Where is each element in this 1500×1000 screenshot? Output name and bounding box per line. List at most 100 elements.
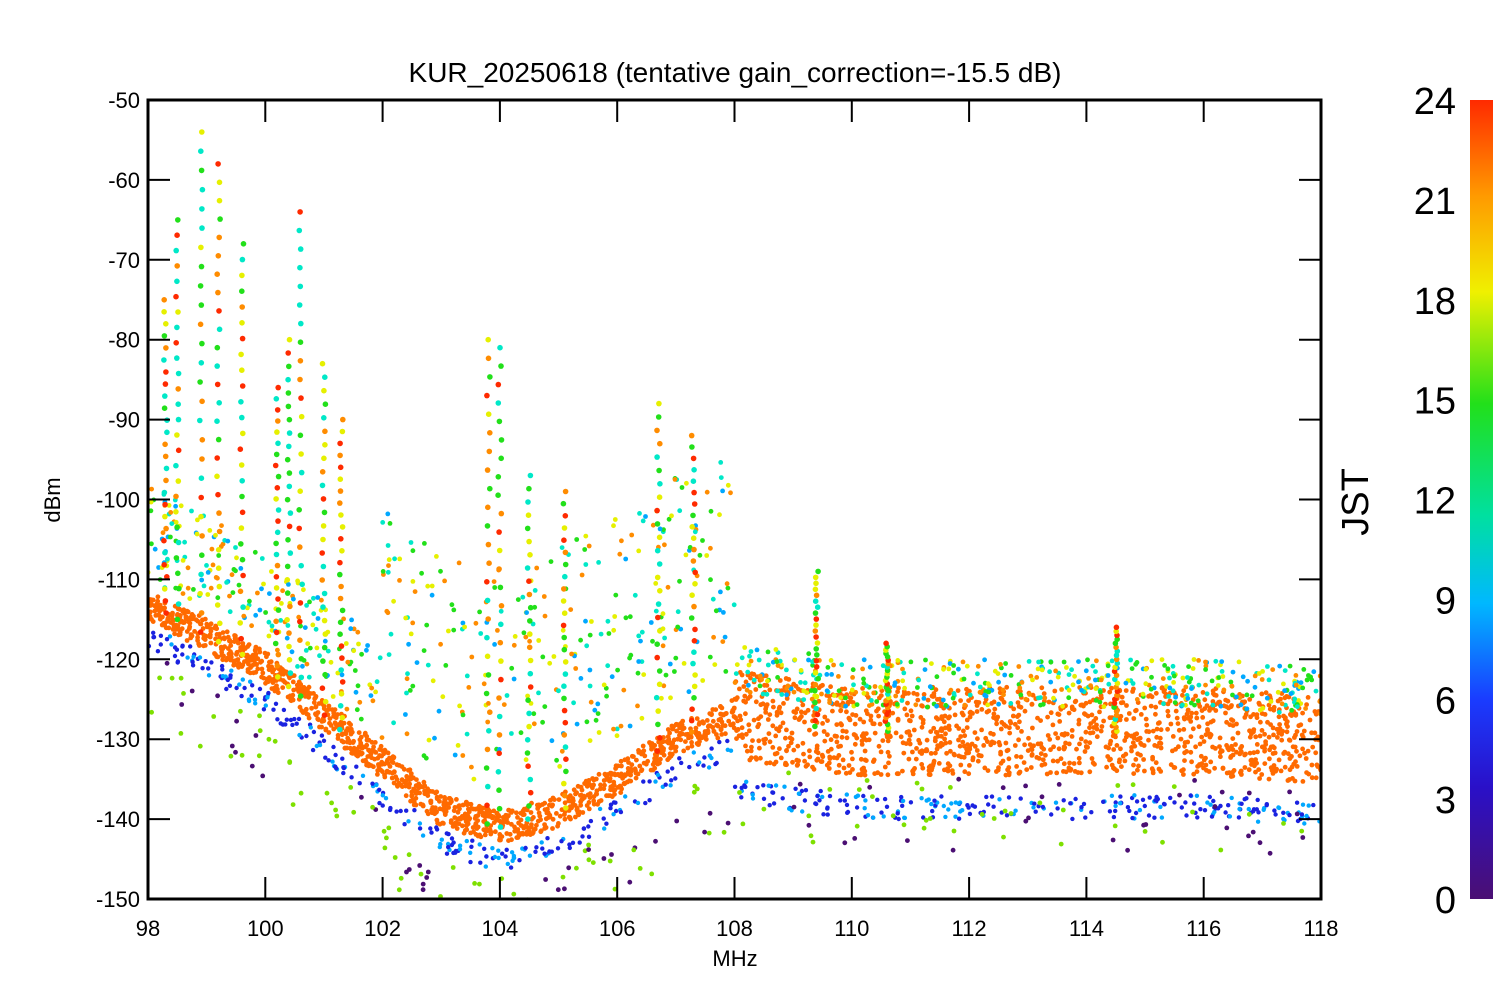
data-point: [608, 802, 614, 807]
data-point: [1133, 757, 1139, 762]
data-point: [450, 865, 456, 870]
data-point: [351, 809, 357, 815]
data-point: [518, 823, 524, 828]
data-point: [1150, 756, 1155, 762]
data-point: [595, 701, 601, 707]
data-point: [321, 718, 327, 724]
data-point: [550, 826, 555, 831]
data-point: [1198, 807, 1203, 812]
data-point: [677, 508, 683, 514]
data-point: [337, 631, 343, 637]
data-point: [380, 803, 385, 808]
data-point: [214, 271, 220, 278]
data-point: [1159, 685, 1165, 691]
data-point: [239, 320, 245, 326]
data-point: [947, 714, 952, 720]
data-point: [637, 511, 642, 516]
data-point: [605, 772, 610, 777]
data-point: [598, 782, 603, 788]
data-point: [892, 680, 898, 686]
data-point: [1130, 689, 1135, 694]
data-point: [577, 809, 582, 815]
data-point: [665, 757, 671, 763]
data-point: [904, 712, 910, 718]
data-point: [1168, 762, 1174, 768]
data-point: [525, 512, 532, 518]
data-point: [163, 610, 169, 616]
data-point: [832, 693, 837, 698]
data-point: [938, 740, 944, 746]
data-point: [1113, 628, 1119, 635]
data-point: [1114, 743, 1120, 748]
data-point: [710, 707, 716, 712]
data-point: [1035, 715, 1040, 721]
data-point: [862, 806, 867, 811]
data-point: [501, 702, 507, 707]
data-point: [586, 834, 592, 839]
data-point: [553, 909, 558, 914]
data-point: [943, 731, 948, 737]
data-point: [1133, 810, 1139, 816]
data-point: [297, 432, 304, 439]
y-tick-label: -130: [96, 727, 140, 752]
data-point: [793, 710, 799, 715]
data-point: [809, 696, 815, 702]
data-point: [1079, 687, 1084, 693]
data-point: [190, 614, 196, 620]
data-point: [1165, 666, 1171, 672]
data-point: [916, 677, 922, 683]
data-point: [338, 583, 344, 590]
data-point: [1125, 805, 1131, 810]
data-point: [333, 722, 339, 728]
data-point: [688, 734, 694, 740]
data-point: [654, 641, 660, 647]
data-point: [297, 246, 304, 252]
data-point: [369, 685, 375, 691]
data-point: [508, 865, 514, 870]
data-point: [574, 721, 580, 727]
data-point: [641, 779, 646, 784]
data-point: [1159, 815, 1165, 820]
data-point: [527, 631, 533, 637]
data-point: [206, 673, 212, 678]
data-point: [542, 800, 548, 806]
data-point: [304, 661, 310, 667]
data-point: [1196, 724, 1202, 730]
data-point: [1287, 789, 1292, 795]
data-point: [1228, 755, 1233, 760]
data-point: [504, 847, 509, 852]
data-point: [656, 494, 663, 501]
data-point: [319, 360, 326, 367]
data-point: [1182, 743, 1187, 749]
data-point: [672, 477, 678, 482]
data-point: [1170, 663, 1176, 669]
data-point: [1099, 724, 1105, 729]
data-point: [964, 663, 970, 669]
data-point: [155, 594, 161, 600]
data-point: [394, 809, 399, 814]
data-point: [1149, 658, 1155, 664]
data-point: [962, 733, 968, 739]
data-point: [718, 460, 724, 465]
data-point: [1229, 683, 1235, 689]
data-point: [233, 637, 238, 642]
data-point: [1224, 704, 1229, 709]
data-point: [429, 830, 434, 835]
data-point: [1206, 769, 1212, 774]
data-point: [337, 726, 343, 733]
data-point: [314, 645, 320, 651]
data-point: [1098, 677, 1104, 683]
data-point: [219, 663, 225, 669]
data-point: [261, 707, 267, 712]
data-point: [586, 857, 592, 863]
data-point: [1094, 734, 1100, 740]
data-point: [1107, 809, 1113, 814]
data-point: [1181, 767, 1186, 773]
data-point: [355, 683, 361, 689]
data-point: [612, 517, 618, 522]
data-point: [547, 812, 553, 818]
y-axis-label: dBm: [40, 477, 65, 522]
data-point: [1016, 737, 1021, 743]
data-point: [357, 781, 362, 786]
